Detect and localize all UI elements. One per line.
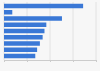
plot	[4, 2, 97, 62]
x-tick-mark	[96, 60, 97, 62]
bar	[4, 16, 62, 21]
x-tick	[4, 60, 5, 62]
bar	[4, 4, 83, 9]
x-tick	[96, 60, 97, 62]
x-axis	[5, 60, 97, 62]
bar	[4, 48, 37, 53]
bars	[4, 4, 83, 59]
x-tick-mark	[4, 60, 5, 62]
grid	[4, 2, 96, 60]
bar	[4, 10, 12, 15]
grid-line	[73, 2, 74, 60]
x-axis-line	[5, 61, 97, 63]
bar	[4, 54, 35, 59]
x-tick-mark	[73, 60, 74, 62]
bar	[4, 29, 44, 34]
grid-line	[50, 2, 51, 60]
chart	[0, 0, 100, 71]
bar	[4, 35, 43, 40]
bar	[4, 41, 40, 46]
grid-line	[96, 2, 97, 60]
x-tick	[73, 60, 74, 62]
background	[0, 0, 100, 71]
x-tick	[27, 60, 28, 62]
x-tick-mark	[50, 60, 51, 62]
bar	[4, 23, 46, 28]
x-tick-mark	[27, 60, 28, 62]
x-tick	[50, 60, 51, 62]
